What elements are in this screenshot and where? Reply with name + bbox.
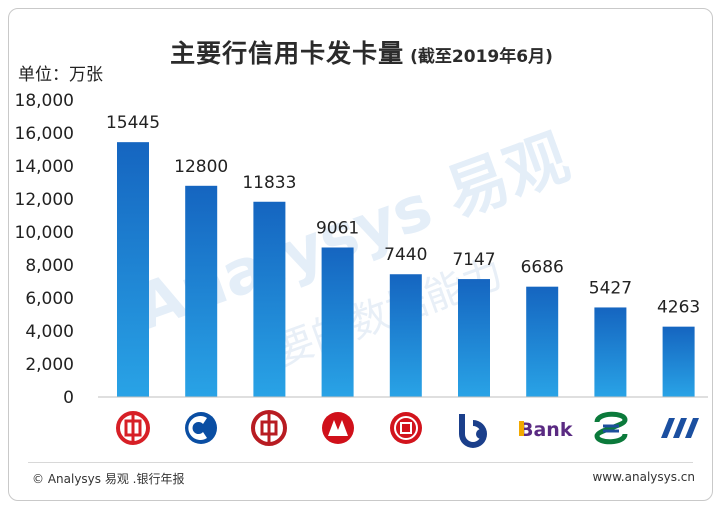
footer-divider [28, 462, 693, 463]
cmbc-logo-icon [661, 418, 699, 438]
bar-value-label: 7440 [384, 245, 427, 265]
bar-value-label: 4263 [657, 298, 700, 318]
icbc-logo-icon [116, 411, 150, 445]
y-tick-label: 6,000 [25, 289, 74, 309]
bar [526, 286, 559, 397]
bar [389, 274, 422, 397]
spdb-logo-icon [594, 411, 628, 445]
bocom-logo-icon [459, 414, 487, 448]
bar-value-label: 12800 [174, 157, 228, 177]
chart-subtitle: (截至2019年6月) [410, 47, 553, 67]
bar-value-label: 9061 [316, 218, 359, 238]
bar [253, 201, 286, 397]
y-tick-label: 12,000 [15, 190, 74, 210]
boc-logo-icon [251, 410, 287, 446]
ceb-logo-icon: Bank [519, 419, 573, 441]
chart-title-row: 主要行信用卡发卡量 (截至2019年6月) [0, 34, 723, 70]
bar [594, 307, 627, 397]
y-tick-label: 16,000 [15, 124, 74, 144]
y-tick-label: 8,000 [25, 256, 74, 276]
cmb-logo-icon [322, 412, 354, 444]
bar [662, 326, 695, 397]
bar [185, 185, 218, 397]
bar [321, 247, 354, 397]
footer-url[interactable]: www.analysys.cn [592, 470, 695, 484]
y-tick-label: 14,000 [15, 157, 74, 177]
y-tick-label: 2,000 [25, 355, 74, 375]
bar [458, 279, 490, 397]
chart-title: 主要行信用卡发卡量 [170, 39, 405, 68]
bar-value-label: 7147 [452, 250, 495, 270]
bar-value-label: 11833 [242, 173, 296, 193]
y-tick-label: 18,000 [15, 91, 74, 111]
ceb-logo-text: Bank [519, 419, 573, 441]
footer-source: © Analysys 易观 .银行年报 [32, 472, 185, 486]
y-tick-label: 10,000 [15, 223, 74, 243]
bar-value-label: 15445 [106, 113, 160, 133]
ccb-logo-icon [185, 412, 217, 444]
bar-value-label: 5427 [589, 278, 632, 298]
y-axis-unit-label: 单位：万张 [18, 65, 103, 85]
bar [117, 142, 149, 397]
citic-logo-icon [390, 412, 422, 444]
bar-value-label: 6686 [521, 258, 564, 278]
y-tick-label: 4,000 [25, 322, 74, 342]
y-tick-label: 0 [63, 388, 74, 408]
